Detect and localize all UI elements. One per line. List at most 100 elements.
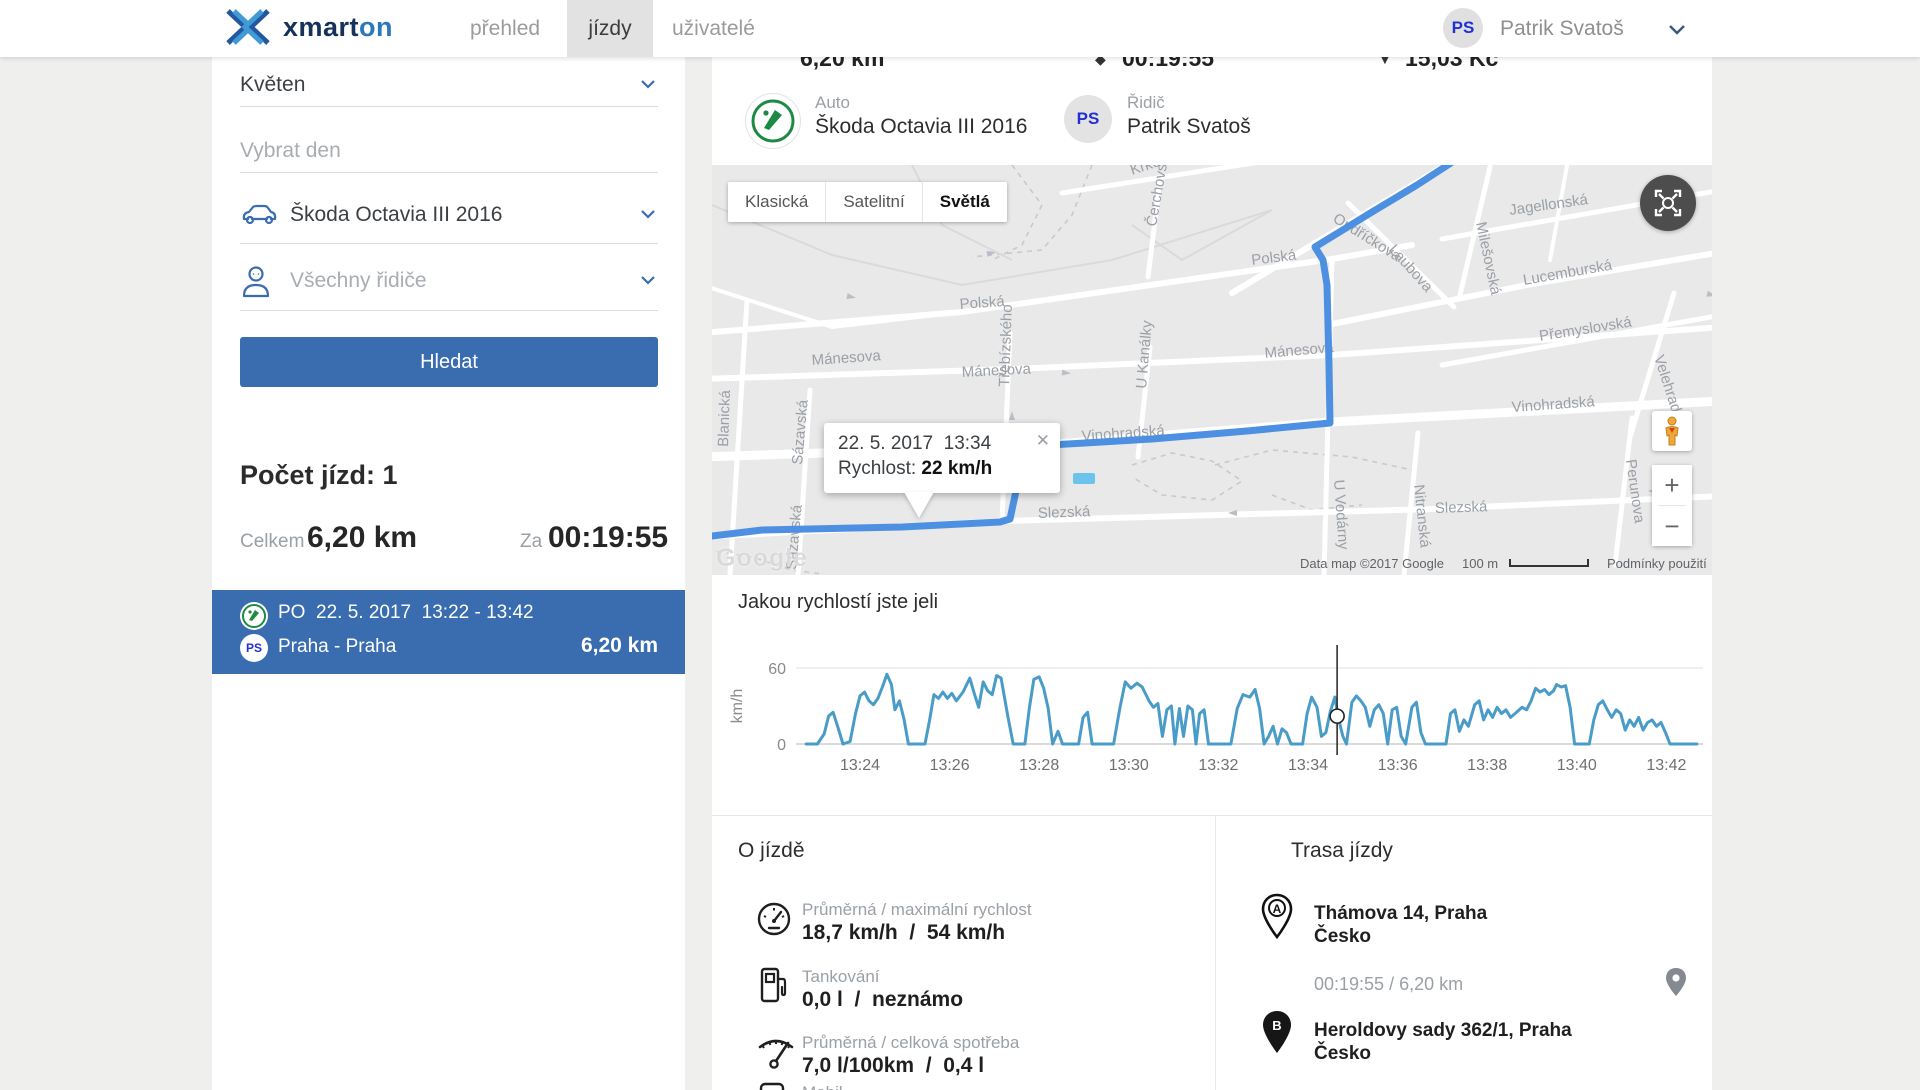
phone-icon <box>759 1082 785 1090</box>
chart-x-tick: 13:38 <box>1467 757 1507 774</box>
trip-date-time: PO 22. 5. 2017 13:22 - 13:42 <box>278 602 534 623</box>
map-layer-svetla[interactable]: Světlá <box>922 182 1007 222</box>
svg-text:A: A <box>1273 902 1282 916</box>
trip-route: Praha - Praha <box>278 636 397 657</box>
fullscreen-icon <box>1654 189 1682 217</box>
chart-x-tick: 13:40 <box>1557 757 1597 774</box>
chart-cursor-marker[interactable] <box>1329 708 1345 724</box>
brand-wordmark: xmarton <box>283 11 394 42</box>
tooltip-arrow <box>904 492 934 518</box>
zoom-divider <box>1658 505 1686 506</box>
trip-distance: 6,20 km <box>580 634 658 657</box>
vehicle-select[interactable]: Škoda Octavia III 2016 <box>240 189 658 244</box>
refuel-label: Tankování <box>802 967 880 986</box>
driver-label: Řidič <box>1127 93 1165 112</box>
nav-tab-prehled[interactable]: přehled <box>470 17 541 40</box>
street-label: Polská <box>1250 247 1297 269</box>
one-way-arrow-icon <box>1009 411 1015 420</box>
chart-x-tick: 13:32 <box>1198 757 1238 774</box>
map-canvas: Polská Polská Mánesova Mánesova Mánesova Vino… <box>712 165 1712 575</box>
chevron-down-icon <box>641 210 655 219</box>
trip-count-title: Počet jízd: 1 <box>240 460 398 490</box>
xmarton-x-icon <box>226 9 270 45</box>
month-select-value: Květen <box>240 73 306 96</box>
route-start-pin-icon: A <box>1261 893 1293 939</box>
street-label: Mánesova <box>811 347 882 369</box>
map-layer-switcher: Klasická Satelitní Světlá <box>728 182 1007 222</box>
driver-icon <box>242 266 270 298</box>
chart-x-tick: 13:30 <box>1109 757 1149 774</box>
zoom-out-button[interactable]: − <box>1652 506 1692 546</box>
driver-select-placeholder: Všechny řidiče <box>290 269 427 292</box>
map-scale-label: 100 m <box>1462 556 1499 571</box>
trip-map[interactable]: Polská Polská Mánesova Mánesova Mánesova Vino… <box>712 165 1712 575</box>
speed-line-series <box>804 672 1699 746</box>
cost-icon: ▼ <box>1378 57 1392 67</box>
street-label: U Vodárny <box>1330 479 1352 551</box>
trip-route-polyline[interactable] <box>712 165 1455 540</box>
trip-list-item-selected[interactable]: PO 22. 5. 2017 13:22 - 13:42 PS Praha - … <box>212 590 685 674</box>
nav-tab-jizdy[interactable]: jízdy <box>567 0 653 57</box>
consumption-value: 7,0 l/100km / 0,4 l <box>802 1054 985 1077</box>
chevron-down-icon <box>641 276 655 285</box>
mobile-label: Mobil <box>802 1083 843 1090</box>
driver-select[interactable]: Všechny řidiče <box>240 255 658 311</box>
about-section-title: O jízdě <box>738 839 805 862</box>
tooltip-speed: Rychlost: 22 km/h <box>838 458 993 479</box>
route-duration-distance: 00:19:55 / 6,20 km <box>1314 974 1464 994</box>
chart-x-tick: 13:26 <box>930 757 970 774</box>
car-icon <box>242 204 277 225</box>
consumption-label: Průměrná / celková spotřeba <box>802 1033 1020 1052</box>
search-button[interactable]: Hledat <box>240 337 658 387</box>
total-distance-label: Celkem <box>240 531 305 552</box>
trip-driver-avatar: PS <box>240 634 268 662</box>
street-label: Slezská <box>1435 498 1489 517</box>
user-avatar[interactable]: PS <box>1443 8 1483 48</box>
totals-row: Celkem 6,20 km Za 00:19:55 <box>212 519 685 563</box>
map-speed-tooltip: 22. 5. 2017 13:34 Rychlost: 22 km/h ✕ <box>824 423 1060 493</box>
section-divider-horizontal <box>712 815 1712 816</box>
route-end-pin-icon: B <box>1263 1011 1291 1053</box>
fuel-pump-icon <box>760 967 787 1003</box>
street-label: Třebízského <box>996 304 1016 387</box>
month-select[interactable]: Květen <box>240 65 658 107</box>
tooltip-close-icon[interactable]: ✕ <box>1035 431 1050 450</box>
street-label: U Kanálky <box>1133 319 1156 389</box>
user-menu-chevron-icon[interactable] <box>1668 24 1686 36</box>
section-divider-vertical <box>1215 815 1216 1090</box>
map-fullscreen-button[interactable] <box>1640 175 1696 231</box>
driver-avatar: PS <box>1064 95 1112 143</box>
zoom-in-button[interactable]: + <box>1652 465 1692 505</box>
route-end-country: Česko <box>1314 1043 1372 1064</box>
nav-tab-uzivatele[interactable]: uživatelé <box>672 17 755 40</box>
map-attribution: Data map ©2017 Google <box>1300 556 1445 571</box>
street-label: Vinohradská <box>1511 393 1596 416</box>
chart-x-tick: 13:36 <box>1378 757 1418 774</box>
speed-chart[interactable]: 60 0 km/h 13:24 13:26 13:28 13:30 13:32 13:34 13:… <box>712 617 1712 792</box>
refuel-value: 0,0 l / neznámo <box>802 988 964 1011</box>
route-start-address: Thámova 14, Praha <box>1314 903 1488 924</box>
map-layer-satelitni[interactable]: Satelitní <box>826 182 923 222</box>
route-end-address: Heroldovy sady 362/1, Praha <box>1314 1020 1572 1041</box>
svg-text:60: 60 <box>768 661 786 678</box>
stat-distance-cut: 6,20 km <box>800 57 885 71</box>
map-terms-link[interactable]: Podmínky použití <box>1607 556 1707 571</box>
one-way-arrow-icon <box>1228 510 1237 516</box>
chart-y-axis-label: km/h <box>729 689 746 724</box>
duration-icon: ◆ <box>1095 57 1106 67</box>
trip-detail-panel: 6,20 km ◆ 00:19:55 ▼ 15,03 Kč Auto Škoda… <box>712 57 1712 1090</box>
svg-text:B: B <box>1272 1018 1281 1033</box>
brand-logo[interactable]: xmarton <box>225 8 393 46</box>
total-duration-value: 00:19:55 <box>548 521 669 554</box>
route-map-pin-icon[interactable] <box>1664 967 1688 997</box>
day-picker[interactable]: Vybrat den <box>240 125 658 173</box>
street-label: Slezská <box>1038 503 1092 522</box>
street-view-pegman[interactable] <box>1652 411 1692 451</box>
map-layer-klasicka[interactable]: Klasická <box>728 182 827 222</box>
chart-x-tick: 13:42 <box>1646 757 1686 774</box>
street-label: Sázavská <box>783 503 806 570</box>
route-start-country: Česko <box>1314 926 1372 947</box>
user-name[interactable]: Patrik Svatoš <box>1500 17 1624 40</box>
filters-sidebar: Květen Vybrat den Škoda Octavia III 2016… <box>212 57 685 1090</box>
vehicle-select-value: Škoda Octavia III 2016 <box>290 203 503 226</box>
